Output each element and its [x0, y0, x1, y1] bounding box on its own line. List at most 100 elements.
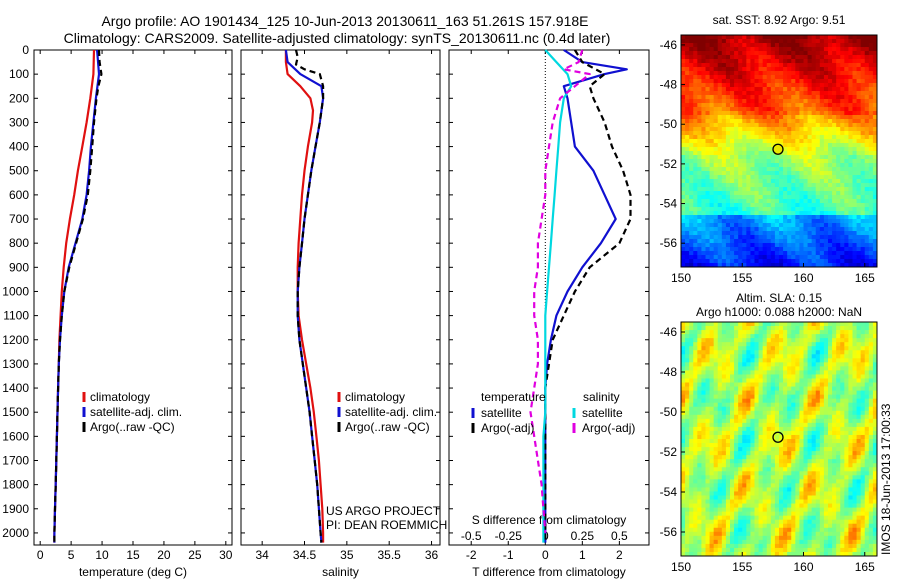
map-cell [750, 131, 755, 136]
map-cell [689, 402, 694, 408]
legend-label: Argo(..raw -QC) [90, 420, 175, 434]
map-cell [770, 543, 776, 549]
map-cell [701, 143, 706, 148]
map-cell [746, 390, 751, 396]
map-cell [762, 366, 768, 371]
map-cell [717, 386, 723, 391]
map-cell [860, 247, 866, 252]
map-cell [783, 547, 788, 553]
map-cell [795, 370, 800, 375]
map-cell [860, 115, 866, 120]
map-cell [795, 459, 800, 464]
map-cell [693, 455, 698, 460]
map-cell [758, 479, 764, 484]
map-cell [746, 378, 751, 383]
map-cell [689, 227, 694, 232]
map-cell [697, 358, 702, 363]
legend-label: satellite-adj. clim. [90, 405, 182, 419]
map-cell [868, 219, 874, 224]
map-cell [685, 350, 690, 355]
map-cell [811, 163, 817, 168]
map-cell [872, 203, 878, 208]
map-cell [681, 370, 686, 375]
map-cell [742, 43, 747, 48]
s-diff-tick-label: -0.5 [461, 529, 482, 543]
map-cell [750, 390, 755, 396]
map-cell [823, 95, 829, 100]
map-cell [750, 467, 755, 472]
map-cell [758, 463, 764, 468]
map-cell [701, 467, 706, 472]
map-cell [730, 543, 735, 549]
map-cell [848, 47, 853, 52]
map-cell [685, 227, 690, 232]
map-cell [709, 235, 715, 240]
map-cell [709, 499, 715, 504]
map-cell [770, 203, 776, 208]
map-cell [742, 163, 747, 168]
map-cell [697, 263, 702, 268]
map-cell [738, 123, 743, 128]
map-cell [787, 491, 792, 496]
map-cell [852, 143, 857, 148]
map-cell [787, 410, 792, 416]
map-cell [725, 547, 731, 553]
map-cell [795, 402, 800, 408]
map-cell [717, 51, 723, 56]
map-cell [811, 203, 817, 208]
map-cell [730, 47, 735, 52]
map-cell [742, 495, 747, 500]
map-cell [742, 251, 747, 256]
map-cell [832, 47, 837, 52]
temperature-line-1 [53, 49, 96, 543]
map-cell [697, 59, 702, 64]
map-cell [791, 519, 796, 525]
map-cell [791, 362, 796, 367]
map-cell [762, 354, 768, 359]
map-cell [807, 155, 813, 160]
map-cell [836, 115, 841, 120]
map-cell [705, 455, 710, 460]
map-cell [766, 410, 772, 416]
map-cell [872, 51, 878, 56]
map-cell [734, 459, 739, 464]
map-cell [742, 398, 747, 404]
map-cell [697, 535, 702, 541]
map-cell [697, 475, 702, 480]
map-cell [791, 523, 796, 529]
map-cell [770, 115, 776, 120]
map-cell [844, 235, 849, 240]
map-cell [689, 410, 694, 416]
map-cell [811, 338, 817, 343]
map-cell [721, 43, 727, 48]
map-cell [709, 151, 715, 156]
map-cell [721, 358, 727, 363]
map-cell [730, 75, 735, 80]
map-cell [689, 378, 694, 383]
map-cell [709, 223, 715, 228]
map-cell [738, 370, 743, 375]
map-cell [815, 223, 821, 228]
map-cell [689, 350, 694, 355]
map-cell [774, 402, 780, 408]
map-cell [738, 447, 743, 452]
map-cell [787, 51, 792, 56]
map-cell [856, 79, 862, 84]
map-cell [685, 215, 690, 220]
map-cell [705, 151, 710, 156]
map-cell [828, 231, 833, 236]
map-cell [746, 263, 751, 268]
map-cell [742, 79, 747, 84]
map-cell [697, 95, 702, 100]
map-cell [758, 370, 764, 375]
map-cell [717, 378, 723, 383]
map-cell [860, 239, 866, 244]
map-cell [681, 463, 686, 468]
map-cell [844, 43, 849, 48]
map-cell [852, 259, 857, 264]
map-cell [758, 539, 764, 545]
map-cell [766, 111, 772, 116]
map-cell [758, 143, 764, 148]
map-cell [783, 491, 788, 496]
map-cell [721, 223, 727, 228]
